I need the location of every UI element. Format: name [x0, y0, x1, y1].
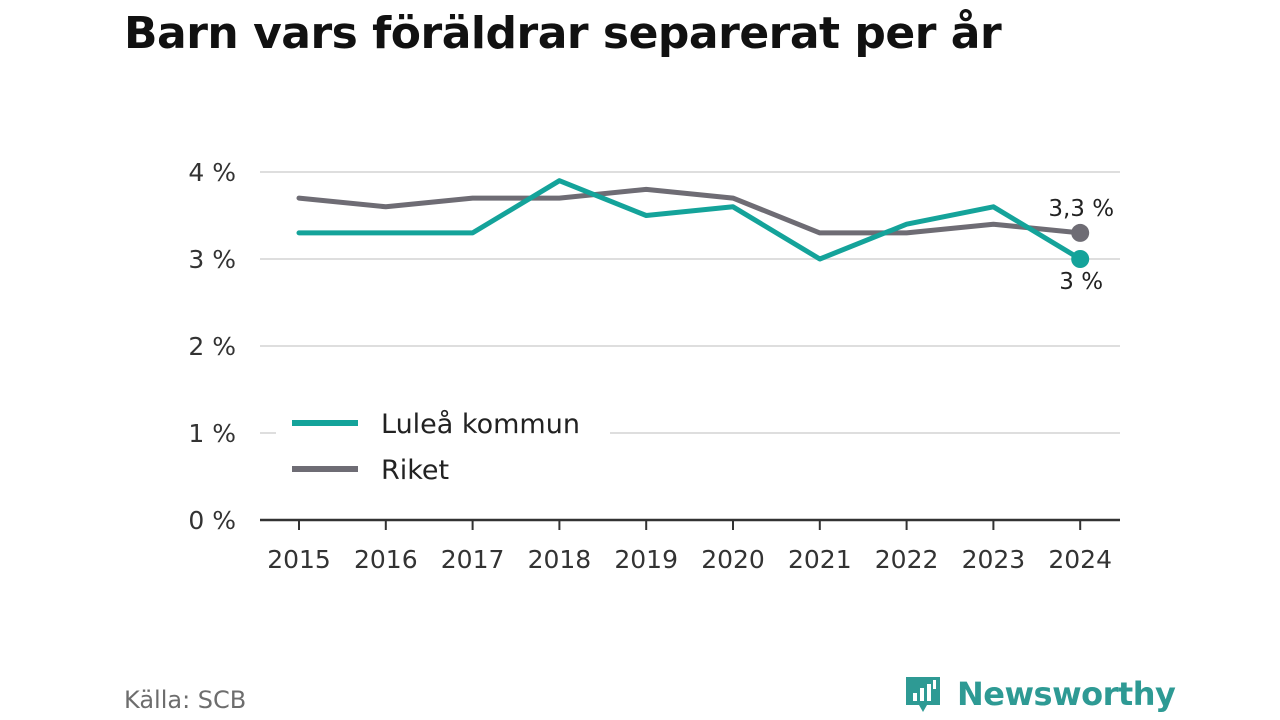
- x-axis-tick-labels: 2015 2016 2017 2018 2019 2020 2021 2022 2023 2024: [267, 545, 1112, 574]
- end-value-labels: 3 % 3,3 %: [1048, 196, 1114, 295]
- y-tick-label: 2 %: [188, 332, 236, 361]
- x-tick-label: 2015: [267, 545, 331, 574]
- x-tick-label: 2018: [528, 545, 592, 574]
- x-tick-label: 2016: [354, 545, 418, 574]
- legend-background: [276, 398, 610, 498]
- x-tick-label: 2019: [614, 545, 678, 574]
- y-tick-label: 0 %: [188, 506, 236, 535]
- chart-title: Barn vars föräldrar separerat per år: [124, 8, 1002, 59]
- y-tick-label: 3 %: [188, 245, 236, 274]
- y-axis-tick-labels: 0 % 1 % 2 % 3 % 4 %: [188, 158, 236, 535]
- end-markers: [1071, 223, 1090, 268]
- series-line: [296, 186, 1083, 236]
- legend: Luleå kommun Riket: [276, 398, 610, 498]
- x-tick-label: 2021: [788, 545, 852, 574]
- end-point-marker: [1071, 250, 1090, 268]
- x-tick-label: 2024: [1048, 545, 1112, 574]
- brand-name: Newsworthy: [957, 675, 1176, 713]
- y-tick-label: 4 %: [188, 158, 236, 187]
- end-value-label: 3 %: [1059, 269, 1103, 295]
- x-tick-label: 2020: [701, 545, 765, 574]
- brand-logo: Newsworthy: [903, 672, 1176, 716]
- source-note: Källa: SCB: [124, 686, 247, 714]
- x-tick-label: 2023: [962, 545, 1026, 574]
- x-tick-label: 2022: [875, 545, 939, 574]
- legend-label: Luleå kommun: [381, 409, 580, 440]
- end-point-marker: [1071, 223, 1090, 242]
- x-tick-label: 2017: [441, 545, 505, 574]
- legend-label: Riket: [381, 455, 449, 486]
- line-chart: 0 % 1 % 2 % 3 % 4 % 2015 2016 2017 2018 2019 2020…: [188, 158, 1120, 574]
- series-line: [296, 178, 1083, 262]
- end-value-label: 3,3 %: [1048, 196, 1114, 222]
- x-axis: [260, 518, 1120, 530]
- y-tick-label: 1 %: [188, 419, 236, 448]
- newsworthy-logo-icon: [906, 677, 940, 712]
- series-lines: [296, 178, 1083, 262]
